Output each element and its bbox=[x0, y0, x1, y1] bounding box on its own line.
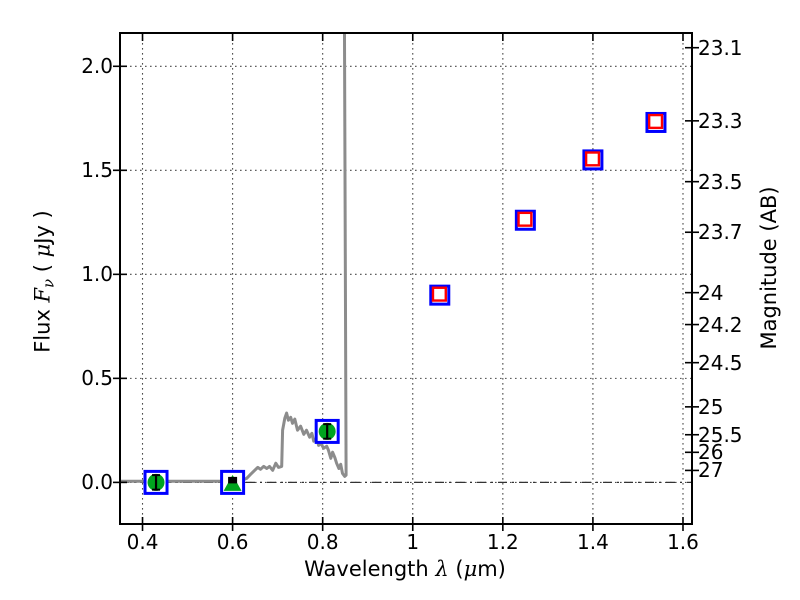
tick-marks bbox=[113, 33, 699, 531]
x-tick-label: 1.2 bbox=[486, 530, 519, 554]
model-photometry-point bbox=[429, 284, 451, 306]
x-tick-label: 1.4 bbox=[577, 530, 609, 554]
y-right-tick-label: 26 bbox=[698, 440, 724, 465]
x-tick-label: 0.6 bbox=[216, 530, 249, 554]
y-right-tick-label: 24.2 bbox=[698, 312, 743, 337]
y-right-tick-label: 23.3 bbox=[698, 108, 743, 133]
y-right-tick-label: 23.7 bbox=[698, 220, 743, 245]
x-tick-label: 1.6 bbox=[667, 530, 699, 554]
photometry-upper-limit-point bbox=[220, 469, 246, 495]
y-left-tick-label: 0.0 bbox=[81, 470, 113, 495]
model-spectrum-line bbox=[120, 33, 348, 483]
model-photometry-point bbox=[582, 149, 604, 171]
x-axis-label: Wavelength λ (μm) bbox=[304, 557, 506, 581]
photometry-point bbox=[314, 418, 340, 444]
y-right-tick-label: 23.1 bbox=[698, 35, 743, 60]
gridlines bbox=[120, 33, 692, 524]
y-left-tick-label: 2.0 bbox=[81, 54, 113, 79]
y-right-tick-label: 25 bbox=[698, 394, 724, 419]
y-right-tick-label: 27 bbox=[698, 458, 724, 483]
y-left-tick-label: 1.0 bbox=[81, 262, 113, 287]
model-photometry-point bbox=[645, 111, 667, 133]
x-tick-label: 0.8 bbox=[306, 530, 339, 554]
y-right-tick-label: 25.5 bbox=[698, 422, 743, 447]
y-right-tick-label: 24.5 bbox=[698, 350, 743, 375]
plot-frame bbox=[119, 32, 693, 525]
x-tick-label: 0.4 bbox=[126, 530, 159, 554]
y-right-tick-label: 24 bbox=[698, 280, 724, 305]
y-left-tick-label: 0.5 bbox=[81, 366, 113, 391]
photometry-point bbox=[143, 469, 169, 495]
y-axis-label-magnitude: Magnitude (AB) bbox=[757, 186, 781, 350]
y-left-tick-label: 1.5 bbox=[81, 158, 113, 183]
model-photometry-point bbox=[514, 209, 536, 231]
y-right-tick-label: 23.5 bbox=[698, 169, 743, 194]
x-tick-label: 1 bbox=[406, 530, 420, 554]
y-axis-label-flux: Flux Fν ( μJy ) bbox=[30, 210, 58, 353]
